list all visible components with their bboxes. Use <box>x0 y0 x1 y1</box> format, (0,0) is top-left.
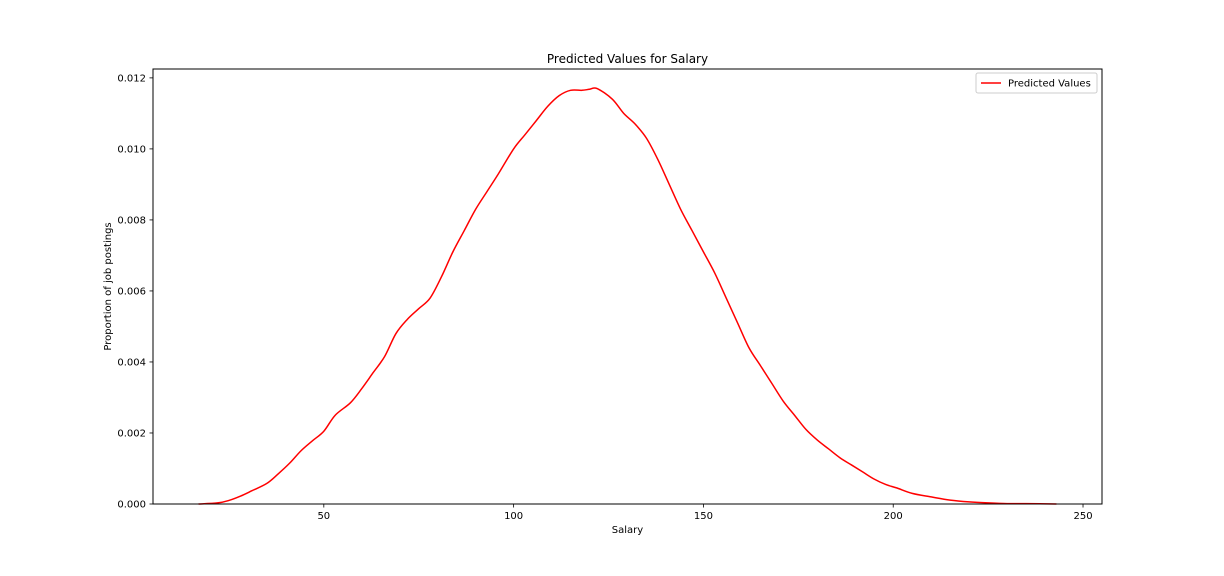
x-tick-label: 150 <box>694 511 713 522</box>
y-tick-label: 0.012 <box>117 73 146 84</box>
legend-box <box>975 72 1098 94</box>
x-axis-ticks: 50 100 150 200 250 <box>317 504 1093 522</box>
plot-frame <box>152 68 1103 505</box>
x-tick-label: 50 <box>317 511 330 522</box>
plot-area <box>153 69 1102 504</box>
y-tick-label: 0.002 <box>117 428 146 439</box>
y-tick-label: 0.008 <box>117 215 146 226</box>
legend-label-predicted-values: Predicted Values <box>1008 79 1091 90</box>
x-tick-label: 250 <box>1073 511 1092 522</box>
y-tick-label: 0.006 <box>117 286 146 297</box>
chart-title: Predicted Values for Salary <box>547 52 708 66</box>
y-tick-label: 0.004 <box>117 357 146 368</box>
y-tick-label: 0.000 <box>117 500 146 511</box>
y-axis-label: Proportion of job postings <box>103 222 114 350</box>
x-tick-label: 200 <box>884 511 903 522</box>
y-axis-ticks: 0.000 0.002 0.004 0.006 0.008 0.010 0.012 <box>117 73 153 511</box>
series-line-predicted-values <box>198 87 1057 505</box>
x-axis-label: Salary <box>612 525 643 536</box>
legend: Predicted Values <box>975 72 1098 94</box>
y-tick-label: 0.010 <box>117 144 146 155</box>
x-tick-label: 100 <box>504 511 523 522</box>
